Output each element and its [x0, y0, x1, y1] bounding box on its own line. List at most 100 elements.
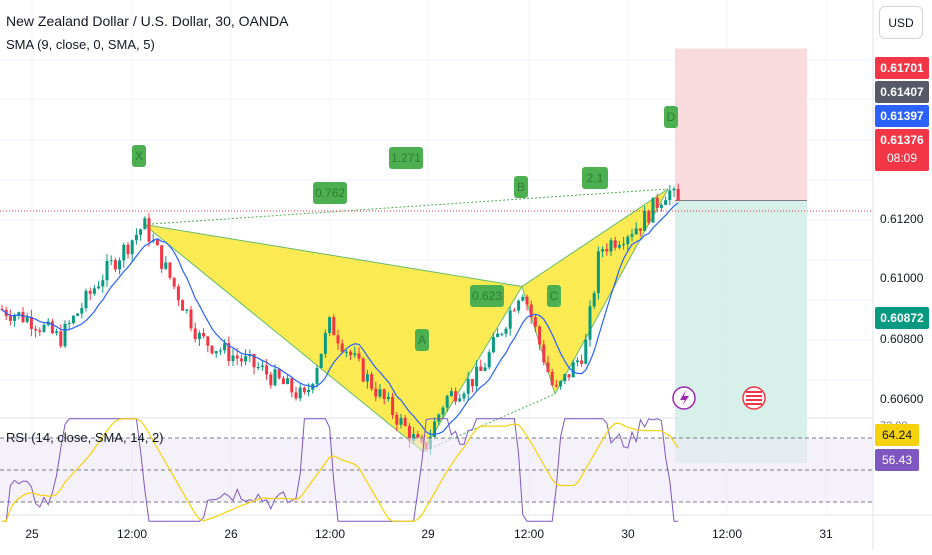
- candle-body: [323, 332, 327, 354]
- candle-body: [63, 323, 67, 347]
- candle-body: [92, 288, 96, 294]
- candle-body: [412, 434, 416, 441]
- rsi-ma-value-bg: [875, 424, 919, 446]
- price-tick-label: 0.61000: [880, 271, 924, 285]
- candle-body: [332, 317, 336, 336]
- candle-body: [525, 296, 529, 305]
- time-tick-label: 12:00: [514, 527, 544, 541]
- candle-body: [101, 280, 105, 287]
- flag-stripe: [746, 403, 762, 405]
- candle-body: [647, 210, 651, 223]
- candle-body: [433, 421, 437, 437]
- price-marker-label: 0.61397: [880, 109, 924, 123]
- rsi-value: 56.43: [882, 453, 912, 467]
- candle-body: [659, 204, 663, 208]
- candle-body: [160, 245, 164, 269]
- price-tick-label: 0.60600: [880, 392, 924, 406]
- price-marker-bg: [875, 129, 929, 171]
- candle-body: [269, 374, 273, 386]
- candle-body: [235, 355, 239, 359]
- candle-body: [479, 366, 483, 371]
- candle-body: [546, 362, 550, 372]
- rsi-ma-value: 64.24: [882, 428, 912, 442]
- candle-body: [416, 434, 420, 438]
- price-marker-label: 0.60872: [880, 311, 924, 325]
- symbol-title[interactable]: New Zealand Dollar / U.S. Dollar, 30, OA…: [6, 13, 289, 29]
- candle-body: [605, 249, 609, 252]
- currency-button[interactable]: USD: [879, 6, 923, 39]
- sma-indicator-label[interactable]: SMA (9, close, 0, SMA, 5): [6, 37, 155, 52]
- candle-body: [197, 332, 201, 340]
- candle-body: [67, 323, 71, 325]
- candle-body: [118, 260, 122, 270]
- pattern-point-d-bg: [664, 106, 678, 128]
- time-tick-label: 12:00: [712, 527, 742, 541]
- candle-body: [382, 389, 386, 399]
- candle-body: [361, 358, 365, 382]
- sma-line: [1, 202, 679, 436]
- candle-body: [672, 188, 676, 191]
- rsi-ma-line: [2, 418, 679, 522]
- time-tick-label: 12:00: [117, 527, 147, 541]
- candle-body: [84, 290, 88, 309]
- candle-body: [210, 345, 214, 354]
- candle-body: [668, 190, 672, 201]
- candle-body: [109, 260, 113, 262]
- rsi-indicator-label[interactable]: RSI (14, close, SMA, 14, 2): [6, 430, 164, 445]
- ratio-bc-label: 0.623: [472, 289, 502, 303]
- candle-body: [265, 365, 269, 375]
- candle-body: [454, 391, 458, 402]
- candle-body: [202, 332, 206, 337]
- candle-body: [273, 369, 277, 386]
- ratio-xb-label: 0.762: [315, 186, 345, 200]
- pattern-point-a: A: [418, 333, 426, 347]
- candle-body: [613, 240, 617, 248]
- candle-body: [206, 336, 210, 346]
- candle-body: [336, 335, 340, 344]
- candle-body: [407, 425, 411, 441]
- candle-body: [365, 374, 369, 382]
- flag-stripe: [746, 395, 762, 397]
- candle-body: [8, 316, 12, 321]
- pattern-point-a-bg: [415, 329, 429, 351]
- candle-body: [638, 228, 642, 231]
- pattern-xab-triangle: [142, 223, 523, 453]
- time-tick-label: 12:00: [315, 527, 345, 541]
- candle-body: [517, 300, 521, 311]
- candle-body: [542, 344, 546, 363]
- candle-body: [399, 417, 403, 425]
- ratio-xb-label-bg: [313, 182, 347, 204]
- candle-body: [664, 200, 668, 205]
- candle-body: [609, 240, 613, 252]
- price-tick-label: 0.60800: [880, 332, 924, 346]
- candle-body: [403, 417, 407, 426]
- candle-body: [71, 315, 75, 324]
- candle-body: [227, 343, 231, 361]
- candle-body: [252, 354, 256, 368]
- candle-body: [244, 356, 248, 362]
- price-marker-bg: [875, 105, 929, 127]
- candle-body: [214, 351, 218, 354]
- candle-body: [126, 244, 130, 255]
- candle-body: [256, 367, 260, 369]
- candle-body: [260, 365, 264, 368]
- candle-body: [319, 353, 323, 368]
- candle-body: [441, 407, 445, 415]
- candle-body: [634, 228, 638, 235]
- rsi-line: [2, 418, 679, 522]
- candle-body: [575, 360, 579, 363]
- candle-body: [487, 352, 491, 368]
- candle-body: [181, 300, 185, 311]
- us-flag-event-icon: [742, 386, 766, 410]
- price-tick-label: 0.61200: [880, 212, 924, 226]
- candle-body: [113, 260, 117, 270]
- time-tick-label: 25: [25, 527, 39, 541]
- candle-body: [328, 317, 332, 333]
- candle-body: [466, 379, 470, 394]
- ratio-xd-label: 1.271: [391, 151, 421, 165]
- stop-loss-zone: [675, 48, 807, 201]
- candle-body: [105, 260, 109, 281]
- candle-body: [97, 286, 101, 289]
